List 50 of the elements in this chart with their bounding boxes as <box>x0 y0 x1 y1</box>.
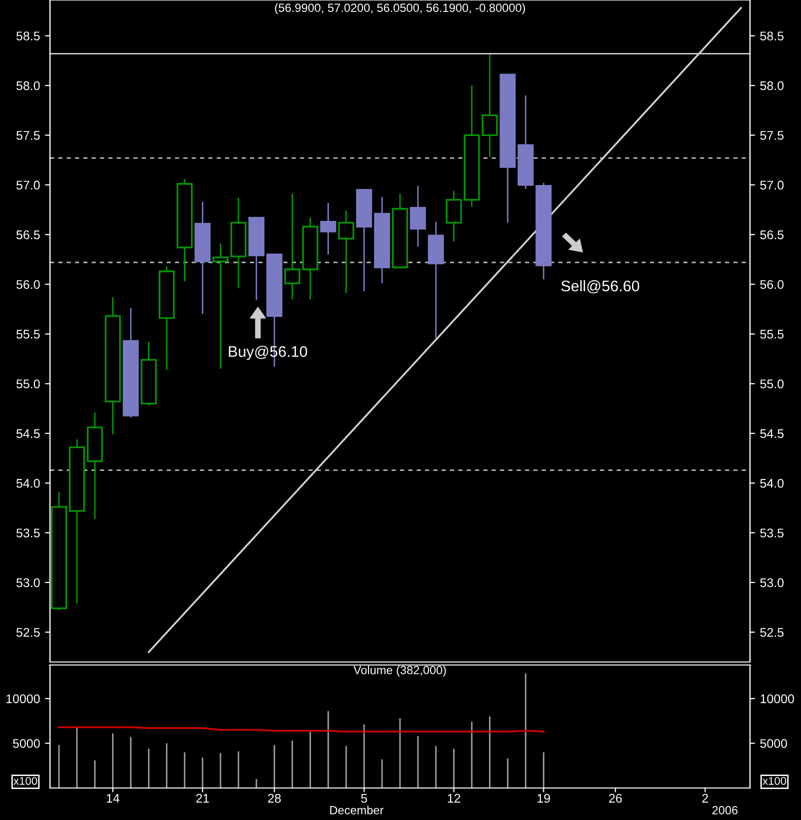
y-tick-label: 57.0 <box>16 180 40 190</box>
candlestick <box>410 185 426 248</box>
y-tick-label: 55.5 <box>16 330 40 339</box>
y-tick-label: 52.5 <box>16 628 40 637</box>
y-tick-label: 58.5 <box>16 32 40 40</box>
y2-tick-label: 57.5 <box>760 131 784 140</box>
y-tick-label: 58.0 <box>16 81 40 90</box>
chart-title: (56.9900, 57.0200, 56.0500, 56.1900, -0.80000) <box>275 3 525 14</box>
x-tick-label: 12 <box>448 794 460 803</box>
y-tick-label: 56.0 <box>16 280 40 289</box>
y2-tick-label: 10000 <box>760 694 794 704</box>
y-tick-label: 5000 <box>12 739 40 748</box>
y-tick-label: 10000 <box>6 694 40 704</box>
y2-tick-label: 56.5 <box>760 230 784 240</box>
x-tick-label: 26 <box>609 794 622 803</box>
text: x100 <box>762 776 786 785</box>
y-tick-label: 53.0 <box>16 578 40 588</box>
y-tick-label: 56.5 <box>16 230 40 240</box>
x-tick-label: 21 <box>196 794 209 803</box>
candlestick <box>338 210 354 294</box>
y2-tick-label: 52.5 <box>760 628 784 637</box>
y2-tick-label: 58.5 <box>760 32 784 40</box>
y-tick-label: 54.5 <box>16 429 40 438</box>
y-tick-label: 53.5 <box>16 528 40 538</box>
x-tick-label: 28 <box>268 794 281 803</box>
y2-tick-label: 53.0 <box>760 578 784 588</box>
chart-title: Volume (382,000) <box>353 666 446 677</box>
y-tick-label: 57.5 <box>16 131 40 140</box>
y2-tick-label: 54.0 <box>760 478 784 488</box>
y-tick-label: 54.0 <box>16 478 40 488</box>
x-tick-label: 19 <box>538 794 550 803</box>
candlestick <box>446 190 462 242</box>
candlestick <box>212 242 229 370</box>
y-tick-label: 55.0 <box>16 379 40 388</box>
x-tick-label: 5 <box>361 794 368 803</box>
text: December <box>330 806 384 814</box>
annotation: Sell@56.60 <box>561 280 640 294</box>
y2-tick-label: 55.0 <box>760 379 784 388</box>
text: x100 <box>14 776 38 785</box>
y2-tick-label: 54.5 <box>760 429 784 438</box>
y2-tick-label: 5000 <box>760 739 788 748</box>
x-tick-label: 14 <box>106 794 120 803</box>
candlestick <box>320 202 336 256</box>
y2-tick-label: 56.0 <box>760 280 784 289</box>
y2-tick-label: 57.0 <box>760 180 784 190</box>
y2-tick-label: 58.0 <box>760 81 784 90</box>
y2-tick-label: 55.5 <box>760 330 784 339</box>
x-tick-label: 2 <box>702 794 708 803</box>
y2-tick-label: 53.5 <box>760 528 784 538</box>
text: 2006 <box>712 806 738 814</box>
